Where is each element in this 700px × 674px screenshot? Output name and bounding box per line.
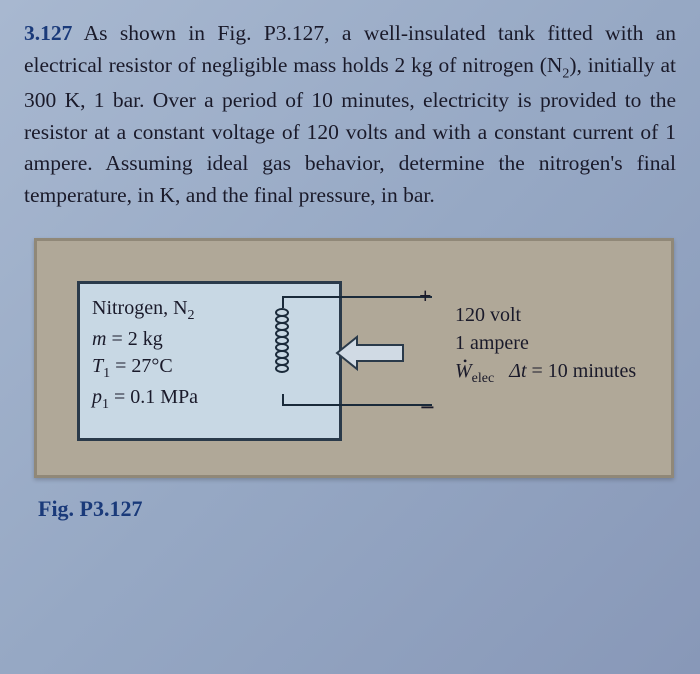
resistor-icon (273, 296, 293, 406)
wire-bottom (282, 404, 432, 406)
gas-name-line: Nitrogen, N2 (92, 295, 198, 326)
voltage-line: 120 volt (455, 301, 636, 329)
gas-name-sub: 2 (188, 308, 195, 323)
temp-label: T (92, 355, 103, 377)
figure-container: Nitrogen, N2 m = 2 kg T1 = 27°C p1 = 0.1… (34, 238, 674, 478)
work-arrow-icon (335, 333, 405, 373)
gas-mass-line: m = 2 kg (92, 326, 198, 353)
gas-info-block: Nitrogen, N2 m = 2 kg T1 = 27°C p1 = 0.1… (92, 295, 198, 415)
mass-value: = 2 kg (111, 328, 162, 350)
temp-value: = 27°C (115, 355, 173, 377)
problem-statement: 3.127 As shown in Fig. P3.127, a well-in… (24, 18, 676, 212)
w-sub: elec (472, 371, 495, 386)
press-value: = 0.1 MPa (114, 386, 198, 408)
current-line: 1 ampere (455, 329, 636, 357)
electrical-info-block: 120 volt 1 ampere • W elec Δt = 10 minut… (455, 301, 636, 389)
press-sub: 1 (102, 397, 109, 412)
mass-label: m (92, 328, 106, 350)
plus-terminal-icon: + (419, 283, 432, 309)
dt-label: Δt (509, 360, 526, 382)
welec-line: • W elec Δt = 10 minutes (455, 357, 636, 389)
wire-top (282, 296, 432, 298)
temp-sub: 1 (103, 366, 110, 381)
press-label: p (92, 386, 102, 408)
minus-terminal-icon: − (420, 393, 435, 423)
dt-value: = 10 minutes (532, 360, 637, 382)
gas-temp-line: T1 = 27°C (92, 353, 198, 384)
gas-name: Nitrogen, N (92, 297, 188, 319)
figure-label: Fig. P3.127 (38, 496, 676, 522)
gas-press-line: p1 = 0.1 MPa (92, 384, 198, 415)
problem-number: 3.127 (24, 21, 72, 45)
dot-icon: • (463, 353, 467, 370)
